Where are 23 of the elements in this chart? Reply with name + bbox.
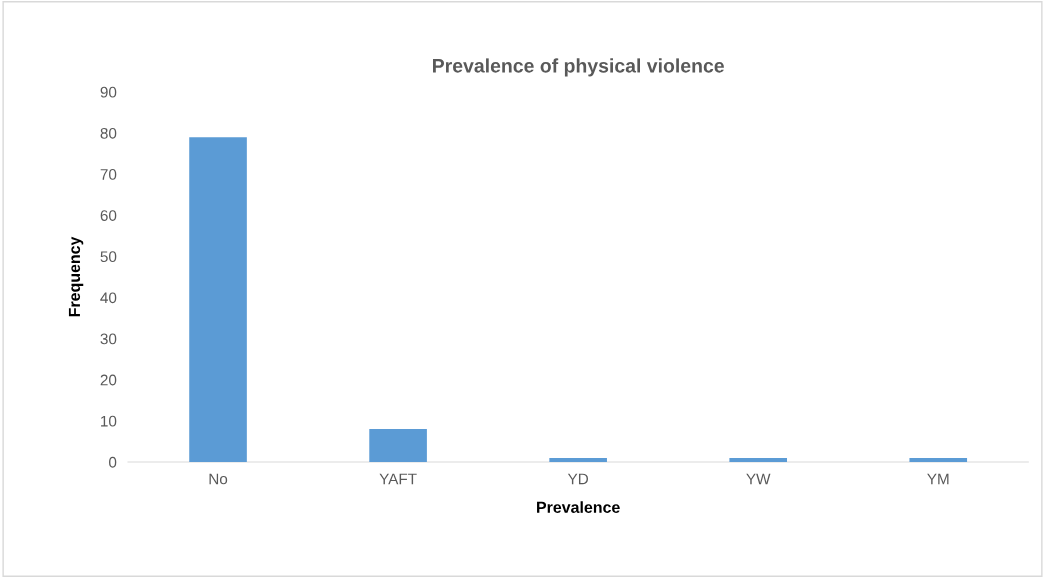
- bar: [189, 137, 247, 462]
- x-tick-label: YW: [746, 473, 771, 485]
- y-tick-label: 20: [100, 374, 117, 386]
- x-axis-title: Prevalence: [537, 501, 620, 513]
- x-tick-label: No: [209, 473, 228, 485]
- y-axis-title: Frequency: [68, 236, 84, 317]
- chart-title: Prevalence of physical violence: [433, 58, 724, 77]
- y-tick-label: 40: [100, 292, 117, 304]
- bar: [729, 457, 788, 462]
- x-tick-label: YM: [927, 473, 949, 485]
- y-tick-label: 90: [100, 86, 117, 98]
- y-tick-label: 80: [100, 127, 117, 139]
- y-tick-label: 70: [100, 169, 117, 180]
- y-tick-label: 30: [100, 333, 117, 345]
- bar: [549, 457, 607, 462]
- bar: [909, 457, 968, 462]
- y-tick-label: 10: [101, 415, 117, 427]
- y-tick-label: 60: [100, 210, 117, 221]
- y-tick-label: 50: [100, 251, 117, 263]
- x-tick-label: YAFT: [379, 473, 417, 485]
- y-tick-label: 0: [109, 456, 117, 468]
- x-tick-label: YD: [567, 473, 589, 485]
- bar: [369, 429, 427, 462]
